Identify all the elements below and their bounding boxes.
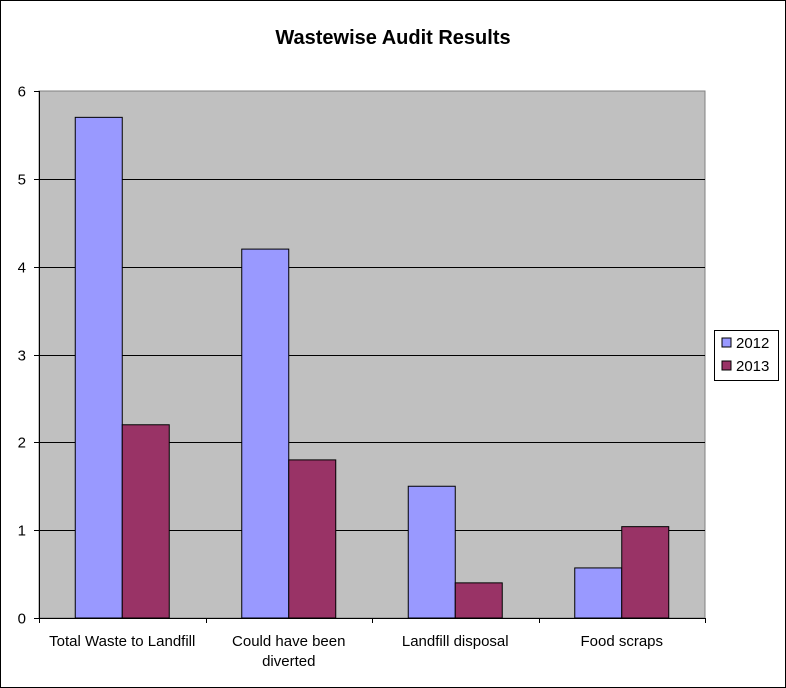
x-category-label: Could have been diverted	[232, 633, 345, 670]
x-axis-labels: Total Waste to Landfill Could have been di…	[49, 633, 663, 670]
axes	[39, 91, 706, 623]
bar-2012-0	[74, 116, 123, 619]
x-category-label: Landfill disposal	[402, 633, 509, 650]
bar-2013-1	[288, 459, 337, 619]
y-tick-label: 2	[18, 435, 26, 452]
x-category-label: Total Waste to Landfill	[49, 633, 195, 650]
legend-label-2012: 2012	[736, 335, 769, 352]
x-category-label: Food scraps	[580, 633, 663, 650]
bar-2013-3	[621, 526, 670, 619]
y-tick-label: 3	[18, 348, 26, 365]
legend: 2012 2013	[714, 330, 779, 381]
bars	[74, 116, 670, 619]
legend-swatch-2012	[721, 337, 732, 348]
bar-2012-3	[574, 567, 623, 619]
legend-swatch-2013	[721, 360, 732, 371]
y-tick-label: 1	[18, 523, 26, 540]
bar-2013-0	[121, 424, 170, 619]
bar-2013-2	[454, 582, 503, 619]
chart-title: Wastewise Audit Results	[275, 27, 510, 49]
y-tick-label: 0	[18, 611, 26, 628]
y-axis-ticks: 0 1 2 3 4 5 6	[18, 84, 39, 628]
legend-label-2013: 2013	[736, 358, 769, 375]
bar-2012-2	[407, 485, 456, 619]
y-tick-label: 5	[18, 172, 26, 189]
y-tick-label: 6	[18, 84, 26, 101]
y-tick-label: 4	[18, 260, 26, 277]
bar-2012-1	[241, 248, 290, 619]
